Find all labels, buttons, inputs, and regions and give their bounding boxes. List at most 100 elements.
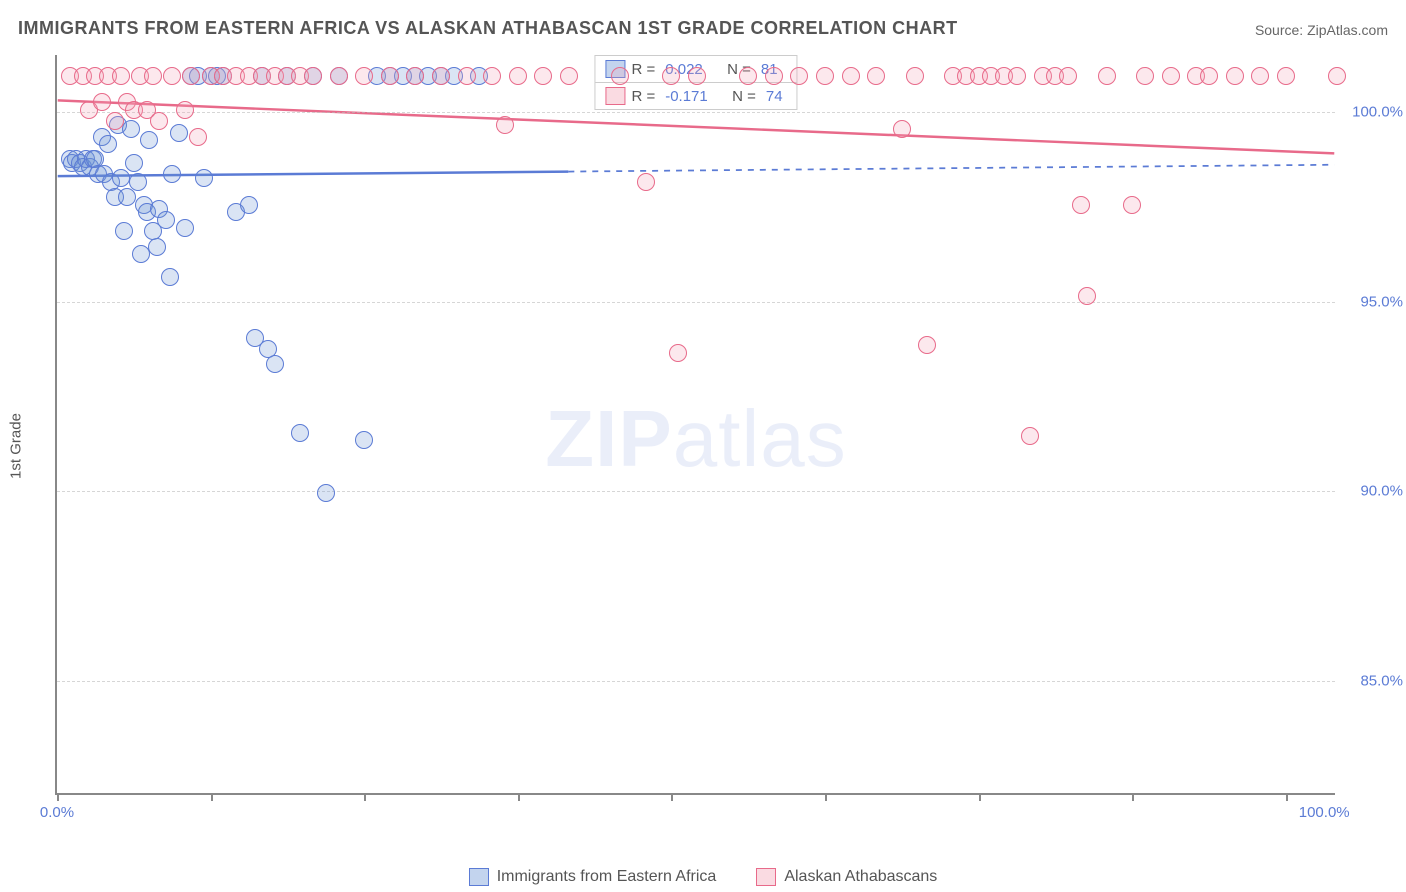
x-tick [979,793,981,801]
data-point [739,67,757,85]
data-point [662,67,680,85]
data-point [816,67,834,85]
swatch-pink-icon [756,868,776,886]
data-point [112,169,130,187]
data-point [560,67,578,85]
data-point [150,112,168,130]
data-point [1059,67,1077,85]
data-point [182,67,200,85]
data-point [163,165,181,183]
data-point [163,67,181,85]
data-point [157,211,175,229]
series-legend: Immigrants from Eastern Africa Alaskan A… [0,868,1406,886]
x-tick [825,793,827,801]
data-point [189,128,207,146]
data-point [765,67,783,85]
data-point [406,67,424,85]
data-point [893,120,911,138]
data-point [355,67,373,85]
chart-title: IMMIGRANTS FROM EASTERN AFRICA VS ALASKA… [18,18,958,39]
data-point [176,101,194,119]
y-tick-label: 95.0% [1360,293,1403,310]
data-point [129,173,147,191]
data-point [1277,67,1295,85]
data-point [1123,196,1141,214]
gridline [57,302,1335,303]
data-point [148,238,166,256]
data-point [906,67,924,85]
data-point [317,484,335,502]
data-point [918,336,936,354]
data-point [106,112,124,130]
data-point [509,67,527,85]
data-point [122,120,140,138]
y-tick-label: 85.0% [1360,673,1403,690]
swatch-pink [605,87,625,105]
data-point [1072,196,1090,214]
legend-item-blue: Immigrants from Eastern Africa [469,868,717,886]
watermark: ZIPatlas [545,393,846,485]
data-point [195,169,213,187]
data-point [1078,287,1096,305]
data-point [170,124,188,142]
legend-label: Alaskan Athabascans [784,868,937,886]
data-point [1200,67,1218,85]
data-point [1226,67,1244,85]
data-point [688,67,706,85]
data-point [381,67,399,85]
data-point [161,268,179,286]
data-point [240,196,258,214]
data-point [304,67,322,85]
data-point [1136,67,1154,85]
data-point [1008,67,1026,85]
trend-lines [57,55,1335,793]
data-point [867,67,885,85]
data-point [125,154,143,172]
x-tick [671,793,673,801]
x-tick [1132,793,1134,801]
data-point [144,67,162,85]
data-point [291,424,309,442]
x-tick-label: 0.0% [40,804,74,821]
y-axis-label: 1st Grade [8,413,25,479]
data-point [496,116,514,134]
legend-label: Immigrants from Eastern Africa [497,868,717,886]
plot-area: ZIPatlas R = 0.022 N = 81 R = -0.171 N =… [55,55,1335,795]
gridline [57,112,1335,113]
data-point [99,135,117,153]
data-point [483,67,501,85]
data-point [355,431,373,449]
data-point [669,344,687,362]
x-tick [364,793,366,801]
data-point [176,219,194,237]
x-tick [1286,793,1288,801]
gridline [57,491,1335,492]
data-point [330,67,348,85]
legend-item-pink: Alaskan Athabascans [756,868,937,886]
data-point [637,173,655,191]
data-point [115,222,133,240]
data-point [1328,67,1346,85]
source-label: Source: ZipAtlas.com [1255,22,1388,38]
gridline [57,681,1335,682]
data-point [1098,67,1116,85]
data-point [112,67,130,85]
data-point [1162,67,1180,85]
data-point [93,93,111,111]
y-tick-label: 90.0% [1360,483,1403,500]
data-point [266,355,284,373]
x-tick [211,793,213,801]
data-point [790,67,808,85]
data-point [1251,67,1269,85]
x-tick-label: 100.0% [1299,804,1350,821]
data-point [842,67,860,85]
data-point [458,67,476,85]
x-tick [57,793,59,801]
x-tick [518,793,520,801]
data-point [140,131,158,149]
data-point [534,67,552,85]
y-tick-label: 100.0% [1352,103,1403,120]
legend-row-pink: R = -0.171 N = 74 [595,83,796,109]
data-point [1021,427,1039,445]
data-point [118,188,136,206]
